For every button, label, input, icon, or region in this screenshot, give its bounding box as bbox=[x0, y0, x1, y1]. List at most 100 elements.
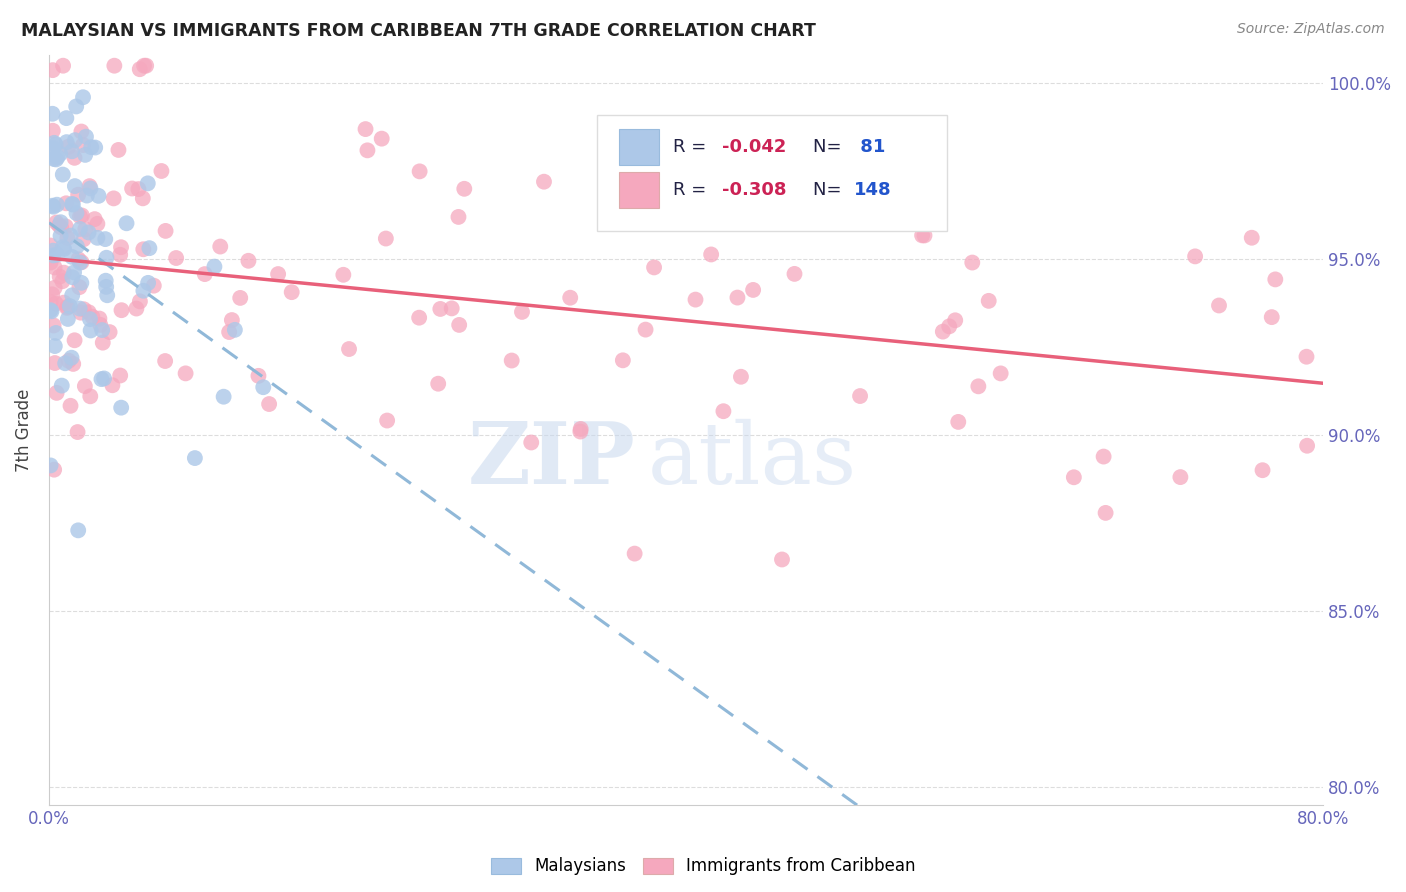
Point bbox=[429, 301, 451, 316]
Point bbox=[110, 240, 132, 254]
Text: -0.308: -0.308 bbox=[721, 181, 786, 199]
Point bbox=[62, 357, 84, 371]
Point bbox=[63, 333, 86, 347]
Point bbox=[39, 295, 62, 310]
Point bbox=[155, 224, 177, 238]
Point bbox=[943, 313, 966, 327]
Bar bbox=[619, 172, 659, 208]
Point bbox=[520, 435, 543, 450]
Point bbox=[685, 211, 707, 226]
Point bbox=[42, 152, 65, 166]
Point bbox=[221, 313, 243, 327]
Point bbox=[39, 458, 62, 473]
Point bbox=[150, 164, 173, 178]
Point bbox=[142, 278, 165, 293]
Point bbox=[914, 228, 936, 243]
Point bbox=[63, 179, 86, 194]
Point bbox=[66, 239, 89, 253]
Point bbox=[108, 368, 131, 383]
Point bbox=[79, 312, 101, 326]
Point bbox=[1208, 298, 1230, 312]
Point bbox=[94, 274, 117, 288]
Point bbox=[449, 318, 471, 332]
Point bbox=[41, 199, 63, 213]
Point bbox=[1296, 439, 1319, 453]
Point bbox=[730, 369, 752, 384]
Point bbox=[60, 197, 83, 211]
Point bbox=[87, 189, 110, 203]
Point bbox=[1092, 450, 1115, 464]
Point bbox=[76, 188, 98, 202]
Point bbox=[569, 425, 592, 439]
Point bbox=[108, 248, 131, 262]
Point bbox=[44, 339, 66, 353]
Point bbox=[60, 351, 83, 365]
Point bbox=[41, 107, 63, 121]
Point bbox=[59, 399, 82, 413]
Point bbox=[79, 323, 101, 337]
Point bbox=[103, 59, 125, 73]
Point bbox=[132, 191, 155, 205]
Point bbox=[60, 250, 83, 264]
Point bbox=[73, 379, 96, 393]
Text: N=: N= bbox=[814, 181, 848, 199]
Point bbox=[65, 99, 87, 113]
Point bbox=[39, 303, 62, 318]
Point bbox=[218, 325, 240, 339]
Point bbox=[72, 90, 94, 104]
Point bbox=[45, 326, 67, 340]
Point bbox=[41, 141, 63, 155]
Point bbox=[42, 63, 65, 78]
Point bbox=[132, 284, 155, 298]
Point bbox=[53, 242, 76, 256]
Point bbox=[41, 146, 63, 161]
Point bbox=[70, 255, 93, 269]
Point bbox=[67, 524, 90, 538]
Point bbox=[135, 59, 157, 73]
Point bbox=[86, 217, 108, 231]
Text: R =: R = bbox=[673, 138, 713, 156]
Point bbox=[52, 59, 75, 73]
Point bbox=[80, 140, 103, 154]
Point bbox=[1063, 470, 1085, 484]
Point bbox=[132, 242, 155, 256]
Point bbox=[96, 251, 118, 265]
Point bbox=[39, 238, 62, 252]
Point bbox=[56, 301, 79, 315]
Text: N=: N= bbox=[814, 138, 848, 156]
Point bbox=[51, 220, 73, 235]
Point bbox=[990, 367, 1012, 381]
Point bbox=[89, 318, 111, 332]
Point bbox=[84, 140, 107, 154]
Point bbox=[55, 135, 77, 149]
Point bbox=[98, 325, 121, 339]
Point bbox=[82, 310, 104, 324]
Point bbox=[60, 288, 83, 302]
Point bbox=[63, 265, 86, 279]
Point bbox=[247, 368, 270, 383]
Point bbox=[52, 168, 75, 182]
Point bbox=[77, 305, 100, 319]
Point bbox=[45, 385, 67, 400]
Point bbox=[1094, 506, 1116, 520]
Point bbox=[94, 232, 117, 246]
Point bbox=[44, 260, 66, 275]
Text: 81: 81 bbox=[855, 138, 886, 156]
Point bbox=[725, 291, 748, 305]
Point bbox=[51, 378, 73, 392]
Point bbox=[69, 255, 91, 269]
Point bbox=[52, 295, 75, 310]
Point bbox=[70, 124, 93, 138]
Text: 148: 148 bbox=[855, 181, 891, 199]
Point bbox=[60, 270, 83, 285]
Text: ZIP: ZIP bbox=[467, 418, 636, 502]
Point bbox=[45, 296, 67, 310]
Text: MALAYSIAN VS IMMIGRANTS FROM CARIBBEAN 7TH GRADE CORRELATION CHART: MALAYSIAN VS IMMIGRANTS FROM CARIBBEAN 7… bbox=[21, 22, 815, 40]
Point bbox=[56, 312, 79, 326]
Point bbox=[45, 215, 67, 229]
Point bbox=[257, 397, 280, 411]
Point bbox=[153, 354, 176, 368]
FancyBboxPatch shape bbox=[598, 115, 948, 231]
Point bbox=[204, 260, 226, 274]
Point bbox=[58, 140, 80, 154]
